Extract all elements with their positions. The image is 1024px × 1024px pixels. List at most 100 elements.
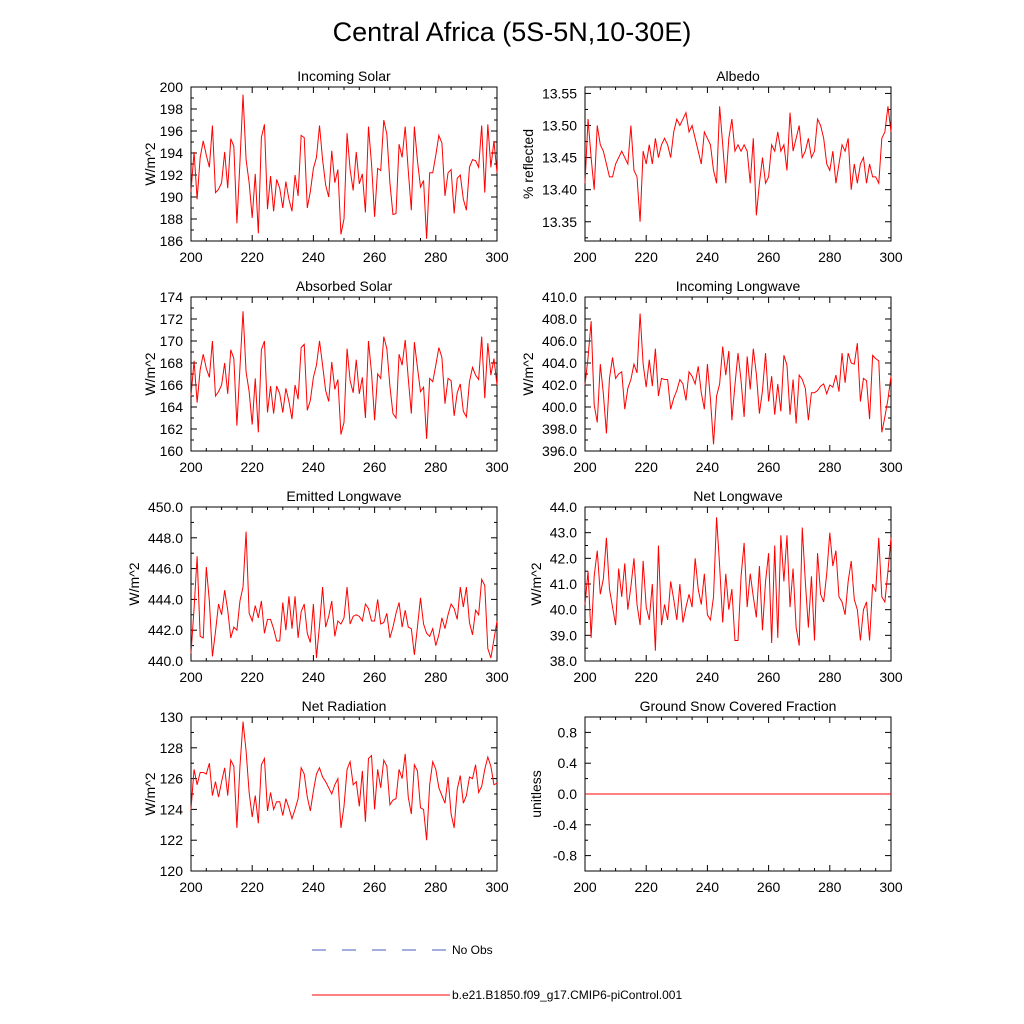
x-tick-label: 220	[635, 879, 659, 895]
x-tick-label: 200	[573, 879, 597, 895]
legend-model-label: b.e21.B1850.f09_g17.CMIP6-piControl.001	[452, 988, 682, 1002]
x-tick-label: 260	[757, 459, 781, 475]
panel-title: Absorbed Solar	[296, 278, 393, 294]
x-tick-label: 280	[818, 249, 842, 265]
y-tick-label: 442.0	[148, 622, 183, 638]
y-tick-label: 190	[160, 189, 184, 205]
x-tick-label: 240	[696, 459, 720, 475]
y-tick-label: 186	[160, 233, 184, 249]
x-tick-label: 260	[363, 459, 387, 475]
y-tick-label: 194	[160, 145, 184, 161]
x-tick-label: 200	[573, 669, 597, 685]
plot-frame	[584, 296, 892, 452]
y-tick-label: 406.0	[542, 333, 577, 349]
x-tick-label: 280	[424, 459, 448, 475]
x-tick-label: 260	[757, 249, 781, 265]
y-axis-label: W/m^2	[142, 352, 158, 395]
panel-title: Incoming Solar	[297, 68, 391, 84]
y-tick-label: 44.0	[550, 499, 577, 515]
series-line-net-longwave	[584, 517, 892, 651]
x-tick-label: 220	[635, 249, 659, 265]
panel-incoming-longwave: Incoming Longwave 200 220 240 260 280 300 396.0…	[520, 278, 903, 475]
y-tick-label: 174	[160, 289, 184, 305]
y-tick-label: 188	[160, 211, 184, 227]
series-line-absorbed-solar	[190, 311, 498, 439]
series-line-incoming-longwave	[584, 313, 892, 445]
y-axis-label: W/m^2	[528, 562, 544, 605]
x-tick-label: 300	[485, 879, 509, 895]
x-tick-label: 280	[424, 249, 448, 265]
x-tick-label: 240	[302, 879, 326, 895]
x-tick-label: 280	[424, 669, 448, 685]
y-tick-label: 170	[160, 333, 184, 349]
series-line-incoming-solar	[190, 94, 498, 239]
y-tick-label: 162	[160, 421, 184, 437]
panel-incoming-solar: Incoming Solar 200 220 240 260 280 300 186 188 19…	[142, 68, 509, 265]
x-tick-label: 260	[363, 879, 387, 895]
y-tick-label: 172	[160, 311, 184, 327]
x-tick-label: 300	[485, 669, 509, 685]
y-tick-label: 446.0	[148, 561, 183, 577]
y-tick-label: 196	[160, 123, 184, 139]
x-tick-label: 200	[573, 459, 597, 475]
panels-group: Incoming Solar 200 220 240 260 280 300 186 188 19…	[126, 68, 903, 895]
panel-absorbed-solar: Absorbed Solar 200 220 240 260 280 300 160 162 16…	[142, 278, 509, 475]
series-line-emitted-longwave	[190, 531, 498, 659]
panel-title: Incoming Longwave	[676, 278, 801, 294]
plot-frame	[584, 86, 892, 242]
x-tick-label: 260	[363, 249, 387, 265]
x-tick-label: 220	[241, 249, 265, 265]
x-tick-label: 220	[241, 459, 265, 475]
y-tick-label: 42.0	[550, 550, 577, 566]
y-tick-label: 13.40	[542, 182, 577, 198]
x-tick-label: 300	[879, 879, 903, 895]
y-tick-label: 396.0	[542, 443, 577, 459]
y-tick-label: 0.0	[558, 786, 578, 802]
y-tick-label: 400.0	[542, 399, 577, 415]
y-tick-label: 450.0	[148, 499, 183, 515]
y-tick-label: 410.0	[542, 289, 577, 305]
y-tick-label: 124	[160, 801, 184, 817]
series-line-albedo	[584, 106, 892, 222]
y-tick-label: 168	[160, 355, 184, 371]
y-tick-label: 164	[160, 399, 184, 415]
x-tick-label: 300	[879, 669, 903, 685]
panel-title: Albedo	[716, 68, 760, 84]
panel-title: Net Radiation	[302, 698, 387, 714]
y-tick-label: 160	[160, 443, 184, 459]
y-tick-label: 40.0	[550, 602, 577, 618]
x-tick-label: 200	[179, 879, 203, 895]
y-tick-label: 398.0	[542, 421, 577, 437]
x-tick-label: 240	[696, 879, 720, 895]
x-tick-label: 280	[818, 879, 842, 895]
panel-emitted-longwave: Emitted Longwave 200 220 240 260 280 300 440.0 4…	[126, 488, 509, 685]
y-tick-label: 0.8	[558, 724, 578, 740]
panel-albedo: Albedo 200 220 240 260 280 300 13.35 13.40 13.45 1…	[520, 68, 903, 265]
y-tick-label: 404.0	[542, 355, 577, 371]
y-tick-label: 120	[160, 863, 184, 879]
plot-frame	[190, 296, 498, 452]
x-tick-label: 300	[485, 459, 509, 475]
panel-ground-snow-covered-fraction: Ground Snow Covered Fraction 200 220 240 260…	[528, 698, 903, 895]
y-tick-label: 41.0	[550, 576, 577, 592]
y-tick-label: 440.0	[148, 653, 183, 669]
x-tick-label: 280	[424, 879, 448, 895]
x-tick-label: 220	[635, 669, 659, 685]
y-tick-label: 402.0	[542, 377, 577, 393]
x-tick-label: 240	[696, 669, 720, 685]
legend: No Obs b.e21.B1850.f09_g17.CMIP6-piContr…	[312, 943, 682, 1002]
y-axis-label: W/m^2	[142, 142, 158, 185]
x-tick-label: 240	[302, 459, 326, 475]
x-tick-label: 200	[179, 459, 203, 475]
x-tick-label: 200	[573, 249, 597, 265]
x-tick-label: 200	[179, 249, 203, 265]
y-tick-label: 38.0	[550, 653, 577, 669]
legend-obs-label: No Obs	[452, 943, 493, 957]
y-tick-label: 13.50	[542, 118, 577, 134]
x-tick-label: 300	[879, 249, 903, 265]
panel-net-radiation: Net Radiation 200 220 240 260 280 300 120 122 124…	[142, 698, 509, 895]
y-tick-label: 13.55	[542, 85, 577, 101]
y-tick-label: 198	[160, 101, 184, 117]
y-tick-label: 122	[160, 832, 184, 848]
